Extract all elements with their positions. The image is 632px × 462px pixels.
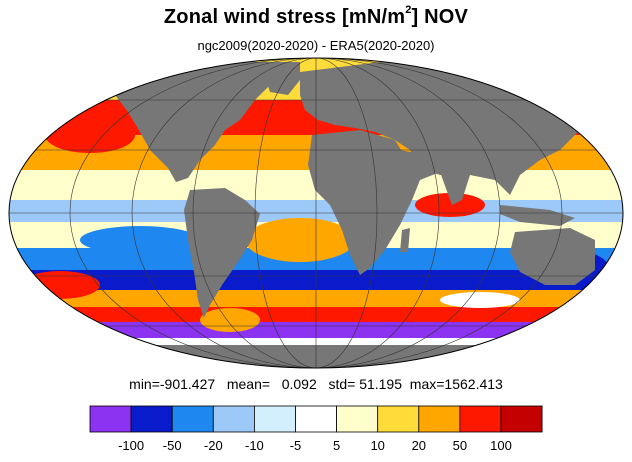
indonesia [500,205,575,226]
max-value: 1562.413 [444,376,503,392]
chart-title: Zonal wind stress [mN/m2] NOV [0,4,632,29]
madagascar [400,228,410,252]
max-label: max= [409,376,445,392]
colorbar-box [89,405,132,433]
mean-value: 0.092 [281,376,317,392]
colorbar-tick-label: 10 [370,438,384,453]
colorbar-tick-label: -50 [163,438,182,453]
colorbar-box [500,405,543,433]
mean-label: mean= [226,376,271,392]
colorbar-tick-label: -10 [245,438,264,453]
blob-south-pacific-blue [80,226,200,254]
chart-subtitle: ngc2009(2020-2020) - ERA5(2020-2020) [197,38,435,53]
south-america [184,188,260,318]
colorbar-tick-label: 5 [333,438,340,453]
blob-indian-ocean [415,193,485,217]
india [440,172,470,205]
africa [308,130,420,275]
colorbar-tick-label: 50 [453,438,467,453]
arabia [400,150,440,180]
colorbar-box [171,405,214,433]
std-label: std= [328,376,356,392]
colorbar-box [253,405,296,433]
north-america [115,60,278,182]
colorbar-box [336,405,379,433]
australia [510,228,595,285]
blob-south-indian-white [440,292,520,308]
statistics-line: min=-901.427 mean= 0.092 std= 51.195 max… [0,376,632,392]
map-outline [8,57,624,369]
blob-south-atlantic [245,218,355,262]
colorbar-tick-label: -100 [118,438,144,453]
colorbar-box [295,405,337,433]
greenland [260,62,300,95]
colorbar-box [377,405,420,433]
colorbar-tick-label: 20 [412,438,426,453]
title-prefix: Zonal wind stress [mN/m [163,6,406,28]
colorbar-box [459,405,502,433]
title-suffix: ] NOV [411,6,469,28]
colorbar-labels: -100 -50 -20 -10 -5 5 10 20 50 100 [118,438,512,453]
colorbar-box [130,405,173,433]
colorbar-box [212,405,255,433]
colorbar-tick-label: -5 [290,438,302,453]
min-label: min= [129,376,160,392]
colorbar-box [418,405,461,433]
colorbar-tick-label: -20 [204,438,223,453]
std-value: 51.195 [359,376,403,392]
colorbar-tick-label: 100 [490,438,512,453]
title-superscript: 2 [405,4,412,16]
min-value: -901.427 [159,376,216,392]
colorbar-boxes [89,405,543,433]
